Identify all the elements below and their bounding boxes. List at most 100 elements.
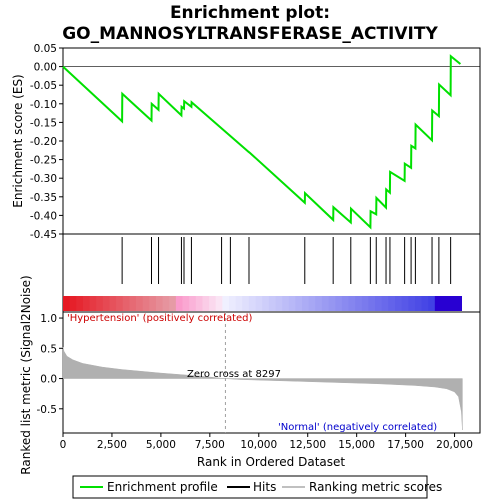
x-tick-label: 7,500 bbox=[195, 439, 225, 451]
ranking-color-cell bbox=[355, 296, 363, 311]
hits-panel bbox=[62, 233, 481, 313]
ranking-color-cell bbox=[335, 296, 343, 311]
ranking-color-cell bbox=[414, 296, 423, 311]
ranking-color-cell bbox=[341, 296, 350, 311]
ranking-color-cell bbox=[175, 296, 184, 311]
es-y-tick-label: 0.00 bbox=[34, 62, 57, 74]
ranking-color-cell bbox=[302, 296, 310, 311]
es-y-tick-label: -0.10 bbox=[30, 99, 57, 111]
ranking-color-cell bbox=[136, 296, 144, 311]
ranking-color-cell bbox=[434, 296, 443, 311]
es-y-tick-label: -0.40 bbox=[30, 210, 57, 222]
ranking-color-cell bbox=[321, 296, 330, 311]
ranking-color-cell bbox=[375, 296, 383, 311]
metric-y-tick-label: -0.5 bbox=[37, 404, 58, 416]
x-axis-label: Rank in Ordered Dataset bbox=[197, 455, 345, 469]
ranking-color-cell bbox=[209, 296, 217, 311]
ranking-color-cell bbox=[149, 296, 157, 311]
ranking-color-cell bbox=[63, 296, 71, 311]
ranking-color-cell bbox=[395, 296, 403, 311]
ranking-color-cell bbox=[96, 296, 104, 311]
ranking-color-cell bbox=[408, 296, 416, 311]
x-tick-label: 10,000 bbox=[240, 439, 277, 451]
es-y-tick-label: -0.05 bbox=[30, 80, 57, 92]
x-tick-label: 5,000 bbox=[146, 439, 176, 451]
metric-y-tick-label: 0.0 bbox=[40, 374, 57, 386]
ranking-color-cell bbox=[129, 296, 137, 311]
enrichment-profile-line bbox=[62, 54, 462, 230]
x-tick-label: 12,500 bbox=[289, 439, 326, 451]
es-y-tick-label: -0.45 bbox=[30, 229, 57, 241]
ranking-color-cell bbox=[116, 296, 124, 311]
ranking-color-cell bbox=[169, 296, 177, 311]
ranking-color-cell bbox=[348, 296, 356, 311]
ranking-color-cell bbox=[454, 296, 463, 311]
ranking-color-cell bbox=[268, 296, 277, 311]
ranking-color-cell bbox=[448, 296, 456, 311]
ranking-color-cell bbox=[162, 296, 170, 311]
legend-label-hits: Hits bbox=[253, 480, 276, 494]
zero-cross-label: Zero cross at 8297 bbox=[187, 369, 281, 380]
ranking-color-cell bbox=[109, 296, 117, 311]
x-tick-label: 20,000 bbox=[436, 439, 473, 451]
ranking-color-cell bbox=[441, 296, 449, 311]
metric-x-axis: 0 2,500 5,000 7,500 10,000 12,500 15,000 17,500… bbox=[60, 433, 473, 451]
metric-y-tick-label: 0.5 bbox=[40, 343, 57, 355]
es-y-tick-label: -0.20 bbox=[30, 136, 57, 148]
ranking-color-cell bbox=[242, 296, 250, 311]
legend: Enrichment profile Hits Ranking metric s… bbox=[72, 475, 442, 499]
ranking-color-cell bbox=[328, 296, 336, 311]
positive-correlation-label: 'Hypertension' (positively correlated) bbox=[67, 313, 253, 324]
es-plot-frame bbox=[62, 47, 481, 235]
ranking-color-cell bbox=[202, 296, 210, 311]
ranking-color-bar bbox=[63, 296, 463, 311]
ranking-color-cell bbox=[189, 296, 197, 311]
ranking-color-cell bbox=[388, 296, 396, 311]
ranking-color-cell bbox=[195, 296, 204, 311]
chart-title-line1: Enrichment plot: bbox=[170, 3, 330, 23]
legend-label-enrichment: Enrichment profile bbox=[107, 480, 218, 494]
ranking-color-cell bbox=[368, 296, 376, 311]
hit-markers bbox=[121, 237, 452, 284]
ranking-color-cell bbox=[215, 296, 223, 311]
ranking-color-cell bbox=[222, 296, 230, 311]
ranking-color-cell bbox=[122, 296, 131, 311]
ranking-color-cell bbox=[182, 296, 190, 311]
legend-label-ranking: Ranking metric scores bbox=[309, 480, 442, 494]
metric-y-tick-label: 1.0 bbox=[40, 313, 57, 325]
ranking-color-cell bbox=[235, 296, 243, 311]
enrichment-score-panel: 0.05 0.00 -0.05 -0.10 -0.15 -0.20 -0.25 -0.30 -0… bbox=[11, 43, 481, 241]
es-y-axis: 0.05 0.00 -0.05 -0.10 -0.15 -0.20 -0.25 -0.30 -0… bbox=[30, 43, 63, 241]
ranking-color-cell bbox=[288, 296, 297, 311]
ranking-color-cell bbox=[361, 296, 370, 311]
metric-y-axis: 1.0 0.5 0.0 -0.5 bbox=[37, 313, 63, 416]
ranking-color-cell bbox=[155, 296, 164, 311]
ranked-metric-panel: 'Hypertension' (positively correlated) Z… bbox=[19, 275, 481, 475]
es-y-tick-label: -0.30 bbox=[30, 173, 57, 185]
es-y-tick-label: 0.05 bbox=[34, 43, 57, 55]
ranking-color-cell bbox=[76, 296, 84, 311]
ranking-color-cell bbox=[229, 296, 237, 311]
negative-correlation-label: 'Normal' (negatively correlated) bbox=[278, 422, 437, 433]
ranking-color-cell bbox=[248, 296, 257, 311]
es-y-tick-label: -0.35 bbox=[30, 192, 57, 204]
ranking-color-cell bbox=[82, 296, 91, 311]
es-y-axis-label: Enrichment score (ES) bbox=[11, 74, 25, 207]
ranking-color-cell bbox=[255, 296, 263, 311]
ranking-color-cell bbox=[308, 296, 316, 311]
ranking-color-cell bbox=[142, 296, 150, 311]
ranking-color-cell bbox=[102, 296, 111, 311]
ranking-color-cell bbox=[262, 296, 270, 311]
x-tick-label: 17,500 bbox=[387, 439, 424, 451]
ranking-color-cell bbox=[295, 296, 303, 311]
chart-title-line2: GO_MANNOSYLTRANSFERASE_ACTIVITY bbox=[62, 24, 438, 44]
ranking-metric-area bbox=[62, 347, 463, 431]
ranking-color-cell bbox=[69, 296, 77, 311]
es-y-tick-label: -0.25 bbox=[30, 155, 57, 167]
ranking-color-cell bbox=[282, 296, 290, 311]
ranking-color-cell bbox=[421, 296, 429, 311]
ranking-color-cell bbox=[401, 296, 409, 311]
metric-y-axis-label: Ranked list metric (Signal2Noise) bbox=[19, 275, 33, 474]
es-y-tick-label: -0.15 bbox=[30, 117, 57, 129]
